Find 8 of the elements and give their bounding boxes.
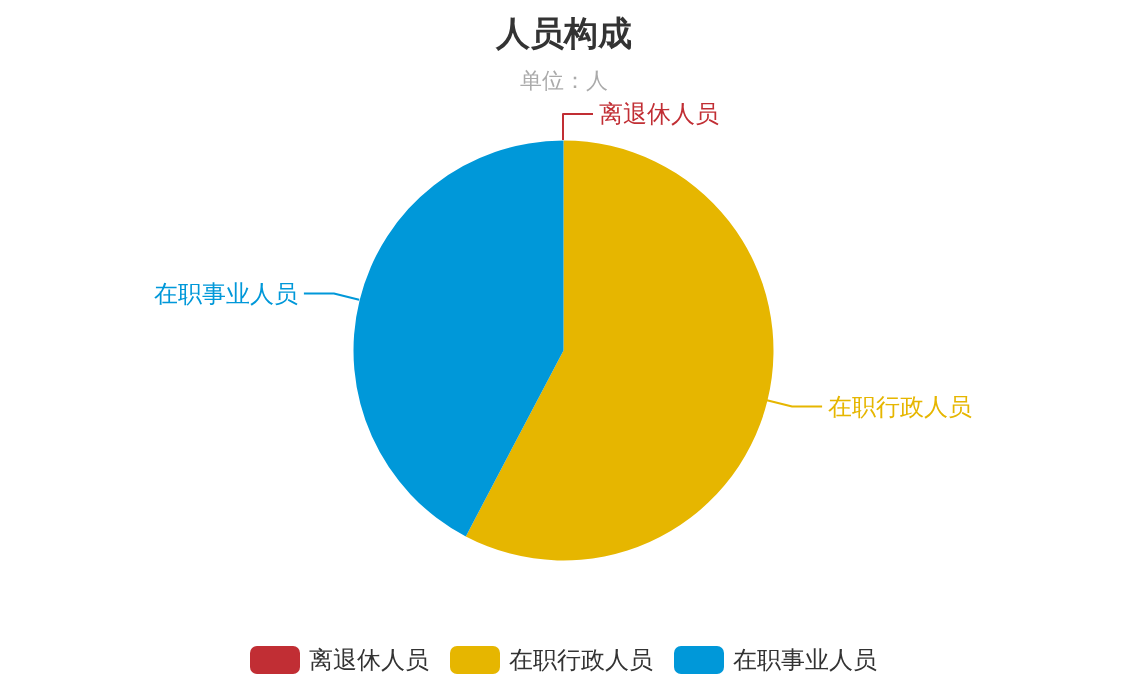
slice-label: 离退休人员	[599, 99, 719, 129]
chart-title: 人员构成	[494, 12, 632, 53]
legend-label: 在职事业人员	[732, 644, 877, 676]
legend-label: 离退休人员	[308, 644, 429, 676]
chart-subtitle: 单位：人	[519, 68, 608, 93]
legend-label: 在职行政人员	[508, 644, 653, 676]
slice-label: 在职事业人员	[153, 278, 298, 309]
slice-label: 在职行政人员	[828, 391, 973, 422]
